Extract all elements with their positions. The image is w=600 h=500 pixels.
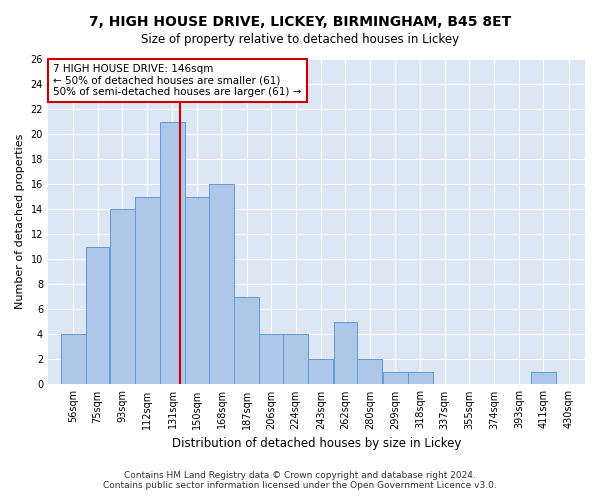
Bar	[383, 372, 407, 384]
Bar	[259, 334, 283, 384]
Bar	[308, 360, 334, 384]
Bar	[234, 297, 259, 384]
X-axis label: Distribution of detached houses by size in Lickey: Distribution of detached houses by size …	[172, 437, 461, 450]
Text: Size of property relative to detached houses in Lickey: Size of property relative to detached ho…	[141, 32, 459, 46]
Text: Contains HM Land Registry data © Crown copyright and database right 2024.
Contai: Contains HM Land Registry data © Crown c…	[103, 470, 497, 490]
Text: 7, HIGH HOUSE DRIVE, LICKEY, BIRMINGHAM, B45 8ET: 7, HIGH HOUSE DRIVE, LICKEY, BIRMINGHAM,…	[89, 15, 511, 29]
Bar	[209, 184, 234, 384]
Y-axis label: Number of detached properties: Number of detached properties	[15, 134, 25, 310]
Bar	[135, 196, 160, 384]
Text: 7 HIGH HOUSE DRIVE: 146sqm
← 50% of detached houses are smaller (61)
50% of semi: 7 HIGH HOUSE DRIVE: 146sqm ← 50% of deta…	[53, 64, 302, 97]
Bar	[283, 334, 308, 384]
Bar	[61, 334, 86, 384]
Bar	[334, 322, 357, 384]
Bar	[185, 196, 209, 384]
Bar	[358, 360, 382, 384]
Bar	[160, 122, 185, 384]
Bar	[110, 209, 134, 384]
Bar	[86, 246, 109, 384]
Bar	[408, 372, 433, 384]
Bar	[531, 372, 556, 384]
